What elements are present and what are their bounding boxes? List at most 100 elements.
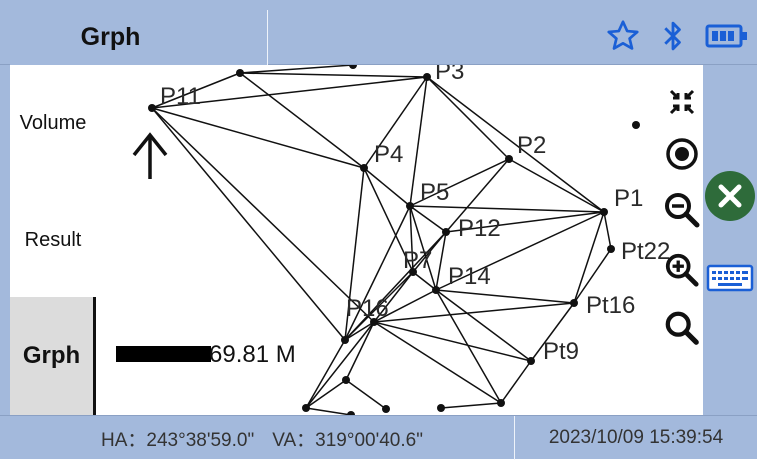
ha-readout: HA：243°38'59.0" xyxy=(101,429,255,451)
title-cell: Grph xyxy=(10,10,268,65)
graph-point[interactable] xyxy=(607,245,615,253)
graph-point[interactable] xyxy=(432,286,440,294)
graph-edge xyxy=(445,158,510,233)
graph-point[interactable] xyxy=(442,228,450,236)
star-icon[interactable] xyxy=(605,18,641,54)
graph-edge xyxy=(305,321,375,409)
graph-edge xyxy=(373,289,437,323)
graph-edge xyxy=(345,321,375,381)
graph-edge xyxy=(435,289,502,404)
zoom-out-icon[interactable] xyxy=(660,188,704,232)
graph-edge xyxy=(440,402,502,409)
graph-point[interactable] xyxy=(505,155,513,163)
graph-point[interactable] xyxy=(360,164,368,172)
angle-readout: HA：243°38'59.0" VA：319°00'40.6" xyxy=(10,416,515,460)
sidebar-item-label: Grph xyxy=(22,342,81,369)
graph-edge xyxy=(373,271,414,323)
graph-point[interactable] xyxy=(236,69,244,77)
graph-edge xyxy=(373,321,532,362)
zoom-in-icon[interactable] xyxy=(660,248,704,292)
point-label: P14 xyxy=(448,263,491,290)
graph-edge xyxy=(344,167,365,341)
right-frame xyxy=(703,65,757,415)
graph-point[interactable] xyxy=(423,73,431,81)
graph-point[interactable] xyxy=(632,121,640,129)
graph-edge xyxy=(151,107,365,169)
graph-edge xyxy=(373,321,502,404)
graph-edge xyxy=(239,72,365,169)
battery-icon xyxy=(705,22,749,50)
graph-edge xyxy=(435,289,575,304)
point-label: P1 xyxy=(614,185,643,212)
sidebar-item-label: Result xyxy=(24,228,82,251)
datetime-readout: 2023/10/09 15:39:54 xyxy=(548,427,724,448)
graph-edge xyxy=(151,76,428,109)
graph-edge xyxy=(363,167,414,273)
top-bar: Grph xyxy=(0,0,757,65)
graph-edge xyxy=(409,158,510,207)
sidebar-item-label: Volume xyxy=(19,111,87,134)
graph-edge xyxy=(603,211,612,250)
graph-point[interactable] xyxy=(570,299,578,307)
graph-edge xyxy=(409,205,437,291)
graph-point[interactable] xyxy=(600,208,608,216)
point-label: P11 xyxy=(160,83,201,110)
graph-point[interactable] xyxy=(349,65,357,69)
collapse-icon[interactable] xyxy=(660,80,704,124)
point-label: P16 xyxy=(346,295,389,322)
graph-edge xyxy=(412,271,437,291)
va-readout: VA：319°00'40.6" xyxy=(272,429,423,451)
sidebar: Volume Result Grph xyxy=(10,65,96,415)
keyboard-icon xyxy=(706,264,754,292)
point-label: P7 xyxy=(403,247,432,274)
graph-edge xyxy=(151,107,346,341)
graph-edge xyxy=(305,407,352,415)
graph-edge xyxy=(151,107,375,323)
sidebar-item-volume[interactable]: Volume xyxy=(10,93,96,153)
graph-point[interactable] xyxy=(370,318,378,326)
graph-point[interactable] xyxy=(437,404,445,412)
graph-point[interactable] xyxy=(148,104,156,112)
graph-point[interactable] xyxy=(409,268,417,276)
graph-edge xyxy=(573,248,612,304)
graph-edge xyxy=(345,379,387,410)
graph-edge xyxy=(305,339,346,409)
close-icon xyxy=(718,184,742,208)
search-icon[interactable] xyxy=(660,306,704,350)
graph-point[interactable] xyxy=(527,357,535,365)
graph-point[interactable] xyxy=(341,336,349,344)
status-bar: HA：243°38'59.0" VA：319°00'40.6" 2023/10/… xyxy=(0,415,757,460)
sidebar-item-result[interactable]: Result xyxy=(10,210,96,270)
graph-edge xyxy=(426,76,510,160)
graph-edge xyxy=(239,65,354,74)
graph-point[interactable] xyxy=(342,376,350,384)
graph-point[interactable] xyxy=(406,202,414,210)
bluetooth-icon[interactable] xyxy=(659,18,687,54)
graph-edge xyxy=(500,360,532,404)
graph-point[interactable] xyxy=(302,404,310,412)
graph-edge xyxy=(409,76,428,207)
close-button[interactable] xyxy=(705,171,755,221)
graph-edge xyxy=(344,321,375,341)
graph-point[interactable] xyxy=(497,399,505,407)
locate-icon[interactable] xyxy=(660,132,704,176)
point-label: P4 xyxy=(374,141,403,168)
graph-edge xyxy=(573,211,605,304)
graph-edge xyxy=(344,231,447,341)
sidebar-item-grph[interactable]: Grph xyxy=(10,297,96,415)
graph-edge xyxy=(363,167,411,207)
graph-point[interactable] xyxy=(347,411,355,415)
scale-bar xyxy=(116,346,211,362)
graph-point[interactable] xyxy=(382,405,390,413)
point-label: P5 xyxy=(420,179,449,206)
point-label: Pt9 xyxy=(543,338,579,365)
point-label: P3 xyxy=(435,65,464,85)
graph-edge xyxy=(409,205,414,273)
graph-canvas[interactable]: P11 P3 P2 P4 P5 P1 P12 Pt22 P14 P7 Pt16 Pt9 P16 69.8… xyxy=(96,65,703,415)
page-title: Grph xyxy=(80,23,141,51)
keyboard-button[interactable] xyxy=(705,258,755,298)
point-label: P2 xyxy=(517,132,546,159)
left-frame xyxy=(0,65,10,415)
graph-edge xyxy=(435,231,447,291)
graph-edge xyxy=(530,302,575,362)
